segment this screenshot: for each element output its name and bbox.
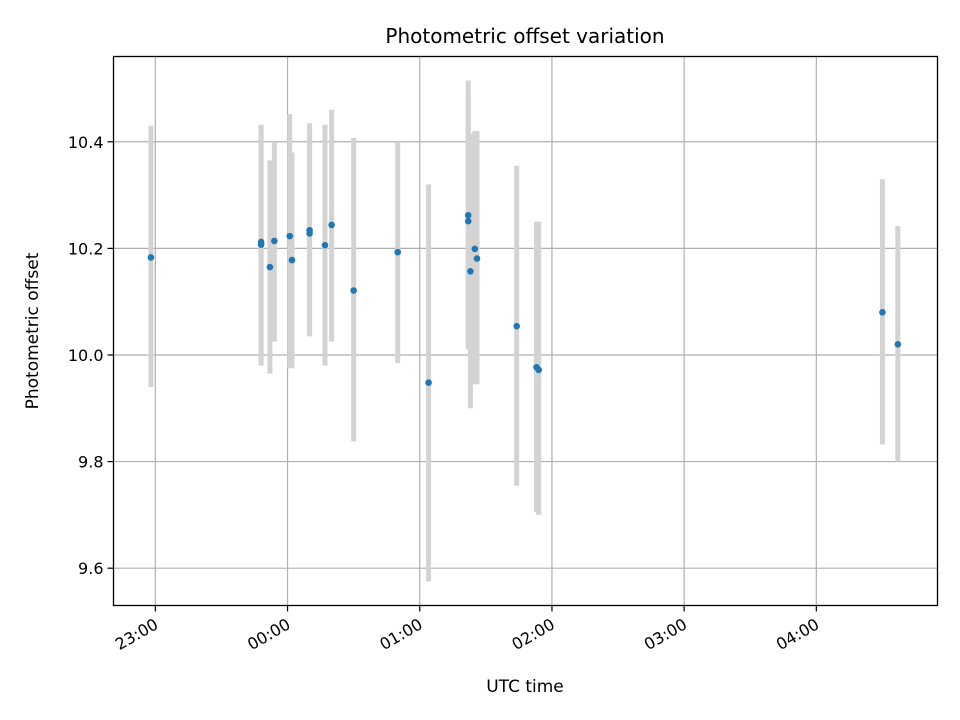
y-tick-label: 10.0: [68, 346, 104, 365]
y-tick-label: 10.2: [68, 239, 104, 258]
data-point: [464, 217, 472, 225]
error-bars: [148, 80, 901, 582]
data-point: [894, 341, 902, 348]
data-point: [471, 245, 479, 253]
data-point: [513, 322, 520, 330]
x-axis-ticks: 23:00 00:00 01:00 02:00 03:00 04:00: [112, 605, 822, 655]
grid: [113, 56, 938, 606]
data-point: [271, 237, 278, 245]
data-point: [306, 230, 313, 237]
y-axis-label: Photometric offset: [23, 252, 43, 409]
data-point: [535, 366, 543, 374]
x-tick-label: 23:00: [112, 615, 161, 655]
data-point: [266, 263, 274, 271]
data-point: [328, 221, 335, 229]
data-points: [147, 212, 902, 387]
data-point: [473, 255, 481, 262]
y-axis-ticks: 9.6 9.8 10.0 10.2 10.4: [68, 133, 114, 578]
data-point: [467, 268, 474, 275]
data-point: [288, 256, 296, 264]
data-point: [350, 287, 357, 294]
chart-title: Photometric offset variation: [385, 24, 664, 48]
x-tick-label: 03:00: [641, 615, 690, 655]
data-point: [147, 254, 155, 261]
data-point: [464, 212, 472, 219]
data-point: [879, 309, 886, 316]
y-tick-label: 9.8: [78, 453, 103, 472]
y-tick-label: 9.6: [78, 559, 103, 578]
data-point: [394, 248, 402, 256]
x-axis-label: UTC time: [486, 677, 564, 697]
y-tick-label: 10.4: [68, 133, 104, 152]
data-point: [257, 241, 265, 248]
plot-frame: [112, 55, 939, 607]
x-tick-label: 00:00: [244, 615, 293, 655]
data-point: [425, 379, 432, 387]
x-tick-label: 04:00: [773, 615, 822, 655]
data-point: [286, 232, 294, 240]
x-tick-label: 02:00: [509, 615, 558, 655]
data-point: [321, 241, 329, 249]
x-tick-label: 01:00: [376, 615, 425, 655]
